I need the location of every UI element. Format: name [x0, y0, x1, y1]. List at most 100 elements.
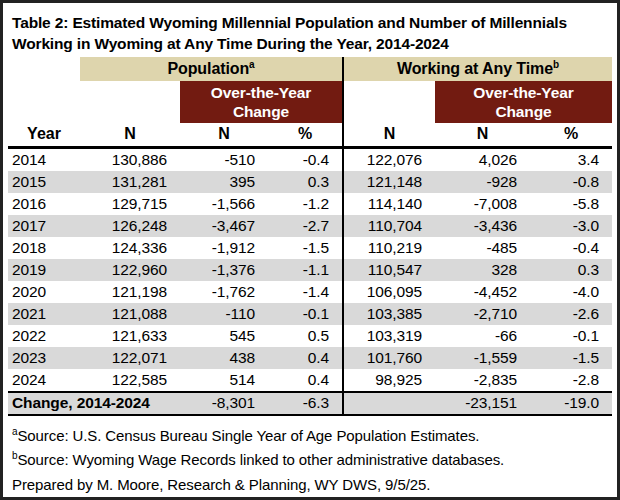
spacer-cell: [343, 392, 435, 415]
cell-work_chg_n: 4,026: [435, 147, 530, 171]
cell-pop_chg_pct: -1.2: [268, 193, 343, 215]
cell-year: 2021: [8, 303, 80, 325]
cell-work_chg_pct: 0.3: [530, 259, 612, 281]
cell-work_chg_pct: -2.6: [530, 303, 612, 325]
population-change-subheader: Over-the-YearChange: [180, 81, 343, 123]
cell-pop_n: 130,886: [80, 147, 180, 171]
cell-work_chg_pct: -0.1: [530, 325, 612, 347]
cell-work_chg_pct: -3.0: [530, 215, 612, 237]
table-body: 2014130,886-510-0.4122,0764,0263.4201513…: [8, 147, 612, 392]
cell-pop_n: 121,633: [80, 325, 180, 347]
cell-pop_chg_pct: -1.1: [268, 259, 343, 281]
cell-pop_chg_n: -1,912: [180, 237, 268, 259]
col-header-pop-change-n: N: [180, 123, 268, 147]
cell-work_chg_pct: -4.0: [530, 281, 612, 303]
spacer-cell: [343, 81, 435, 123]
population-group-header: Populationa: [80, 57, 343, 81]
cell-pop_chg_n: -1,762: [180, 281, 268, 303]
footnotes: aSource: U.S. Census Bureau Single Year …: [3, 416, 617, 498]
table2-panel: Table 2: Estimated Wyoming Millennial Po…: [0, 0, 620, 500]
table-title-line2: Working in Wyoming at Any Time During th…: [12, 33, 607, 54]
table-row: 2019122,960-1,376-1.1110,5473280.3: [8, 259, 612, 281]
working-group-header: Working at Any Timeb: [343, 57, 612, 81]
cell-work_n: 98,925: [343, 369, 435, 392]
cell-pop_n: 122,071: [80, 347, 180, 369]
col-header-work-change-pct: %: [530, 123, 612, 147]
cell-pop_chg_n: 545: [180, 325, 268, 347]
data-table: Populationa Working at Any Timeb Over-th…: [8, 57, 612, 416]
table-row: 2021121,088-110-0.1103,385-2,710-2.6: [8, 303, 612, 325]
population-footnote-mark: a: [249, 59, 254, 70]
cell-pop_chg_pct: -1.4: [268, 281, 343, 303]
cell-work_chg_n: -928: [435, 171, 530, 193]
cell-pop_chg_n: 514: [180, 369, 268, 392]
cell-work_chg_n: -2,710: [435, 303, 530, 325]
cell-pop_chg_pct: -0.1: [268, 303, 343, 325]
cell-pop_chg_pct: -2.7: [268, 215, 343, 237]
cell-pop_chg_pct: -0.4: [268, 147, 343, 171]
cell-year: 2017: [8, 215, 80, 237]
cell-work_chg_n: -66: [435, 325, 530, 347]
group-header-row: Populationa Working at Any Timeb: [8, 57, 612, 81]
cell-work_chg_n: -4,452: [435, 281, 530, 303]
cell-work_n: 106,095: [343, 281, 435, 303]
cell-year: 2014: [8, 147, 80, 171]
cell-pop_chg_n: 395: [180, 171, 268, 193]
cell-pop_chg_pct: 0.4: [268, 347, 343, 369]
cell-work_chg_pct: 3.4: [530, 147, 612, 171]
prepared-by-line: Prepared by M. Moore, Research & Plannin…: [12, 473, 607, 498]
cell-pop_n: 131,281: [80, 171, 180, 193]
table-row: 2023122,0714380.4101,760-1,559-1.5: [8, 347, 612, 369]
table-row: 2017126,248-3,467-2.7110,704-3,436-3.0: [8, 215, 612, 237]
change-subheader-row: Over-the-YearChange Over-the-YearChange: [8, 81, 612, 123]
cell-pop_chg_n: -110: [180, 303, 268, 325]
cell-year: 2020: [8, 281, 80, 303]
cell-year: 2019: [8, 259, 80, 281]
footnote-b-text: Source: Wyoming Wage Records linked to o…: [17, 451, 504, 468]
cell-pop_n: 121,198: [80, 281, 180, 303]
cell-work_n: 101,760: [343, 347, 435, 369]
table-row: 2014130,886-510-0.4122,0764,0263.4: [8, 147, 612, 171]
cell-pop_chg_n: 438: [180, 347, 268, 369]
cell-work_chg_n: -1,559: [435, 347, 530, 369]
total-work-change-pct: -19.0: [530, 392, 612, 415]
cell-work_n: 103,319: [343, 325, 435, 347]
cell-work_n: 110,219: [343, 237, 435, 259]
cell-pop_n: 122,960: [80, 259, 180, 281]
footnote-a: aSource: U.S. Census Bureau Single Year …: [12, 424, 607, 449]
cell-work_chg_n: 328: [435, 259, 530, 281]
table-row: 2015131,2813950.3121,148-928-0.8: [8, 171, 612, 193]
cell-work_n: 121,148: [343, 171, 435, 193]
change-label-line1: Over-the-Year: [211, 84, 311, 101]
table-row: 2016129,715-1,566-1.2114,140-7,008-5.8: [8, 193, 612, 215]
cell-year: 2015: [8, 171, 80, 193]
total-row-label: Change, 2014-2024: [8, 392, 180, 415]
table-row: 2024122,5855140.498,925-2,835-2.8: [8, 369, 612, 392]
column-header-row: Year N N % N N %: [8, 123, 612, 147]
cell-pop_chg_n: -1,376: [180, 259, 268, 281]
cell-pop_chg_n: -1,566: [180, 193, 268, 215]
col-header-pop-change-pct: %: [268, 123, 343, 147]
cell-work_chg_n: -2,835: [435, 369, 530, 392]
cell-year: 2016: [8, 193, 80, 215]
cell-work_chg_n: -3,436: [435, 215, 530, 237]
prepared-by-text: Prepared by M. Moore, Research & Plannin…: [12, 476, 430, 493]
cell-work_chg_pct: -5.8: [530, 193, 612, 215]
cell-work_n: 110,547: [343, 259, 435, 281]
col-header-year: Year: [8, 123, 80, 147]
cell-pop_n: 121,088: [80, 303, 180, 325]
cell-pop_chg_pct: -1.5: [268, 237, 343, 259]
total-work-change-n: -23,151: [435, 392, 530, 415]
cell-year: 2023: [8, 347, 80, 369]
cell-pop_chg_pct: 0.3: [268, 171, 343, 193]
cell-pop_n: 129,715: [80, 193, 180, 215]
table-row: 2022121,6335450.5103,319-66-0.1: [8, 325, 612, 347]
col-header-work-change-n: N: [435, 123, 530, 147]
change-label-line1: Over-the-Year: [473, 84, 573, 101]
change-label-line2: Change: [495, 103, 551, 120]
cell-work_chg_pct: -2.8: [530, 369, 612, 392]
cell-work_n: 110,704: [343, 215, 435, 237]
table-row: 2020121,198-1,762-1.4106,095-4,452-4.0: [8, 281, 612, 303]
working-label: Working at Any Time: [397, 60, 553, 77]
cell-pop_chg_pct: 0.5: [268, 325, 343, 347]
